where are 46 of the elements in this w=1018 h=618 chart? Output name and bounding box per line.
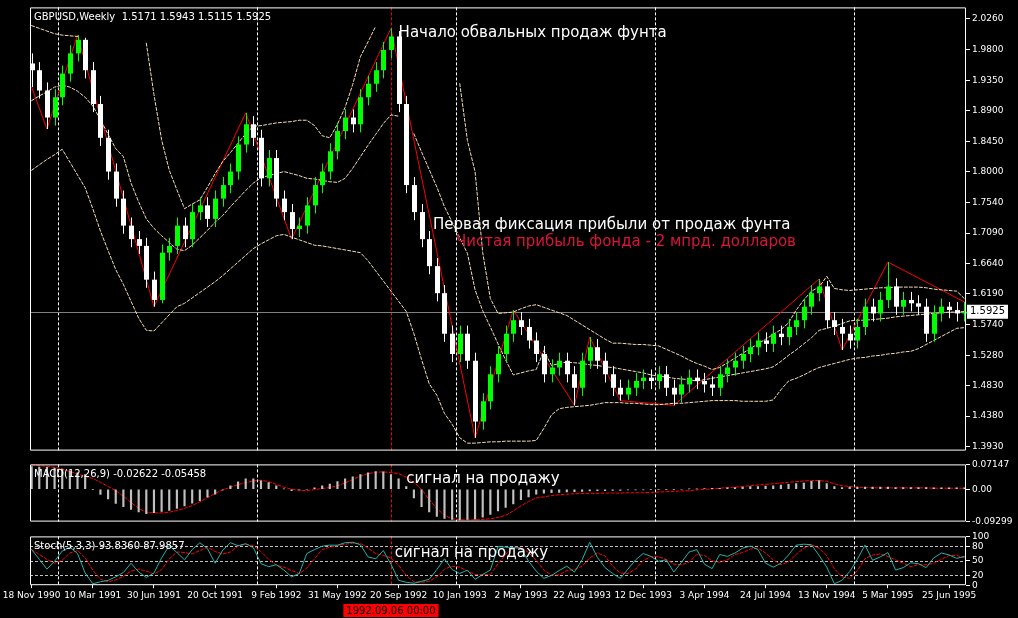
y-tick-label: 100: [972, 530, 990, 541]
x-tick-label: 24 Jul 1994: [740, 589, 792, 600]
y-tick-label: 1.6190: [972, 288, 1004, 299]
x-tick-label: 10 Mar 1991: [64, 589, 122, 600]
y-tick-label: 0.00: [972, 483, 993, 494]
x-tick-label: 3 Apr 1994: [679, 589, 730, 600]
x-tick-label: 31 May 1992: [308, 589, 367, 600]
y-tick-label: 50: [972, 555, 984, 566]
x-tick-label: 22 Aug 1993: [553, 589, 611, 600]
annotation: сигнал на продажу: [394, 543, 549, 562]
y-tick-label: 1.4830: [972, 380, 1004, 391]
ref-line-label: 1992.09.06 00:00: [346, 604, 436, 616]
x-tick-label: 10 Jan 1993: [432, 589, 487, 600]
x-tick-label: 5 Mar 1995: [862, 589, 914, 600]
x-tick-label: 30 Jun 1991: [126, 589, 182, 600]
y-tick-label: 1.8450: [972, 135, 1004, 146]
y-tick-label: 1.5280: [972, 349, 1004, 360]
x-tick-label: 20 Oct 1991: [187, 589, 243, 600]
y-tick-label: 1.8000: [972, 165, 1004, 176]
y-tick-label: 2.0260: [972, 13, 1004, 24]
x-tick-label: 2 May 1993: [494, 589, 548, 600]
y-tick-label: 1.5740: [972, 318, 1004, 329]
x-tick-label: 20 Sep 1992: [370, 589, 428, 600]
y-tick-label: 1.6640: [972, 257, 1004, 268]
annotation: Первая фиксация прибыли от продаж фунта: [433, 214, 791, 233]
chart-title: GBPUSD,Weekly 1.5171 1.5943 1.5115 1.5925: [34, 10, 272, 22]
y-tick-label: 0.07147: [972, 458, 1010, 469]
annotation: сигнал на продажу: [406, 468, 560, 487]
y-tick-label: 20: [972, 569, 984, 580]
annotation: Начало обвальных продаж фунта: [398, 22, 667, 41]
y-tick-label: 1.4380: [972, 410, 1004, 421]
y-tick-label: 1.3930: [972, 440, 1004, 451]
x-tick-label: 13 Nov 1994: [797, 589, 856, 600]
y-tick-label: 1.8900: [972, 105, 1004, 116]
y-tick-label: 0: [972, 579, 978, 590]
x-tick-label: 9 Feb 1992: [251, 589, 302, 600]
x-tick-label: 25 Jun 1995: [922, 589, 977, 600]
y-tick-label: 1.7090: [972, 227, 1004, 238]
y-tick-label: 1.9800: [972, 44, 1004, 55]
ref-line-label: 1.5925: [970, 305, 1005, 317]
y-tick-label: -0.09299: [972, 515, 1013, 526]
x-tick-label: 18 Nov 1990: [2, 589, 61, 600]
y-tick-label: 1.9350: [972, 74, 1004, 85]
x-tick-label: 12 Dec 1993: [614, 589, 673, 600]
y-tick-label: 1.7540: [972, 196, 1004, 207]
y-tick-label: 80: [972, 540, 984, 551]
